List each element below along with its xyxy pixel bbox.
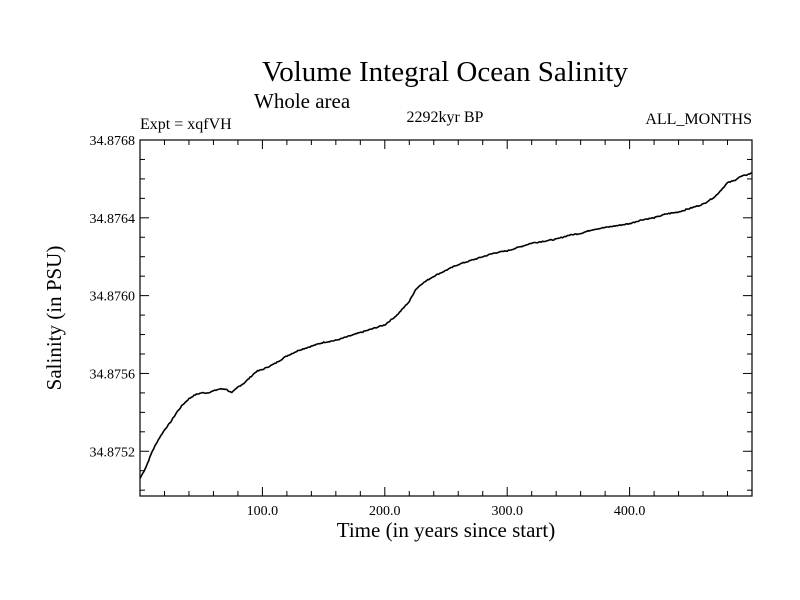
chart-title: Volume Integral Ocean Salinity [262, 56, 628, 88]
salinity-series-line [139, 172, 752, 479]
period-label: 2292kyr BP [407, 109, 484, 126]
plot-frame [139, 139, 753, 497]
x-tick-label: 300.0 [491, 504, 523, 519]
y-tick-label: 34.8764 [90, 212, 136, 227]
y-axis-label: Salinity (in PSU) [42, 246, 66, 391]
x-tick-label: 100.0 [247, 504, 279, 519]
x-tick-label: 400.0 [614, 504, 646, 519]
y-tick-label: 34.8760 [90, 290, 136, 305]
y-tick-label: 34.8768 [90, 134, 136, 149]
y-tick-label: 34.8752 [90, 445, 136, 460]
y-tick-label: 34.8756 [90, 367, 136, 382]
experiment-label: Expt = xqfVH [140, 116, 232, 133]
x-tick-label: 200.0 [369, 504, 401, 519]
x-axis-label: Time (in years since start) [337, 518, 556, 542]
y-axis: 34.8752 34.8756 34.8760 34.8764 34.8768 [90, 134, 752, 491]
months-label: ALL_MONTHS [645, 111, 752, 128]
x-axis: 100.0 200.0 300.0 400.0 [163, 140, 729, 519]
chart-subtitle: Whole area [254, 89, 351, 113]
